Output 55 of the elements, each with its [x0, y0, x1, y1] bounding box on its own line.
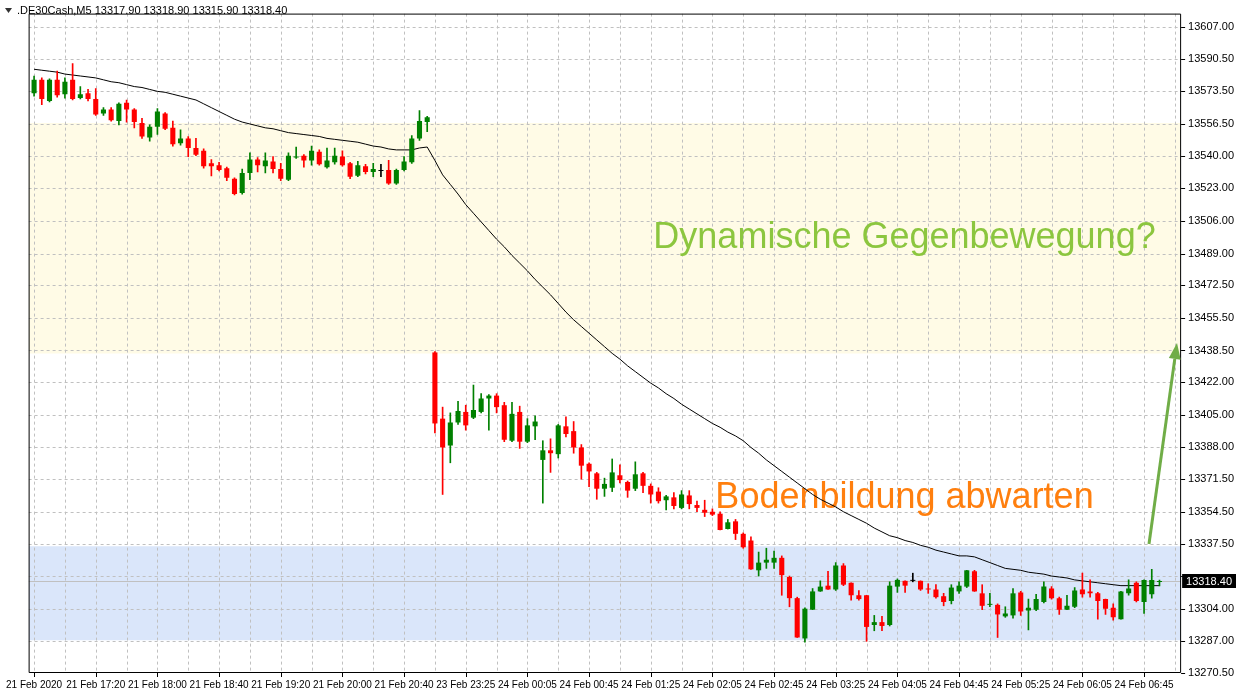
- y-tick-label: 13405.00: [1188, 407, 1235, 420]
- band-label: Dynamische Gegenbewegung?: [653, 215, 1156, 257]
- x-tick-label: 24 Feb 00:05: [497, 678, 558, 690]
- x-tick-label: 24 Feb 00:45: [559, 678, 619, 690]
- candlestick: [617, 464, 623, 484]
- x-tick-label: 24 Feb 03:25: [806, 678, 866, 690]
- x-tick-label: 21 Feb 20:40: [374, 678, 434, 690]
- y-tick-label: 13388.00: [1188, 440, 1235, 453]
- candlestick: [987, 593, 993, 608]
- x-tick-label: 24 Feb 04:05: [867, 678, 928, 690]
- candlestick: [293, 146, 299, 159]
- y-tick-label: 13455.50: [1188, 310, 1235, 323]
- y-tick-label: 13556.50: [1188, 117, 1235, 130]
- x-tick-label: 24 Feb 06:45: [1114, 678, 1174, 690]
- y-tick-label: 13270.50: [1188, 666, 1235, 679]
- x-tick-label: 24 Feb 01:25: [621, 678, 681, 690]
- x-tick-label: 21 Feb 19:20: [251, 678, 311, 690]
- y-tick-label: 13287.00: [1188, 634, 1235, 647]
- candlestick: [871, 615, 877, 632]
- y-tick-label: 13590.50: [1188, 51, 1235, 64]
- x-tick-label: 24 Feb 05:25: [991, 678, 1051, 690]
- x-tick-label: 21 Feb 2020: [6, 678, 63, 690]
- x-tick-label: 24 Feb 04:45: [929, 678, 989, 690]
- candlestick: [1002, 606, 1008, 618]
- x-tick-label: 24 Feb 02:05: [682, 678, 743, 690]
- candlestick: [370, 163, 376, 178]
- x-tick-label: 24 Feb 02:45: [744, 678, 804, 690]
- x-tick-label: 21 Feb 18:40: [189, 678, 249, 690]
- chart-title: .DE30Cash,M5 13317.90 13318.90 13315.90 13318.40: [17, 4, 288, 16]
- y-tick-label: 13523.00: [1188, 181, 1235, 194]
- y-tick-label: 13540.00: [1188, 148, 1235, 161]
- y-tick-label: 13422.00: [1188, 375, 1235, 388]
- y-tick-label: 13607.00: [1188, 20, 1235, 33]
- y-tick-label: 13489.00: [1188, 246, 1235, 259]
- y-tick-label: 13506.00: [1188, 213, 1235, 226]
- y-tick-label: 13304.00: [1188, 601, 1235, 614]
- x-tick-label: 24 Feb 06:05: [1052, 678, 1113, 690]
- candlestick: [378, 163, 384, 178]
- candlestick: [910, 572, 916, 583]
- x-tick-label: 23 Feb 23:25: [436, 678, 496, 690]
- y-tick-label: 13438.50: [1188, 343, 1235, 356]
- candlestick: [925, 583, 931, 594]
- y-tick-label: 13354.50: [1188, 504, 1235, 517]
- candlestick: [540, 440, 546, 504]
- candlestick: [1087, 579, 1093, 598]
- y-tick-label: 13371.50: [1188, 472, 1235, 485]
- candlestick: [702, 499, 708, 517]
- x-tick-label: 21 Feb 20:00: [312, 678, 373, 690]
- candlestick: [825, 570, 831, 590]
- y-tick-label: 13337.50: [1188, 537, 1235, 550]
- y-tick-label: 13573.50: [1188, 84, 1235, 97]
- ref-line-label: 13318.40: [1186, 574, 1233, 587]
- x-tick-label: 21 Feb 17:20: [66, 678, 126, 690]
- x-tick-label: 21 Feb 18:00: [127, 678, 188, 690]
- y-tick-label: 13472.50: [1188, 278, 1235, 291]
